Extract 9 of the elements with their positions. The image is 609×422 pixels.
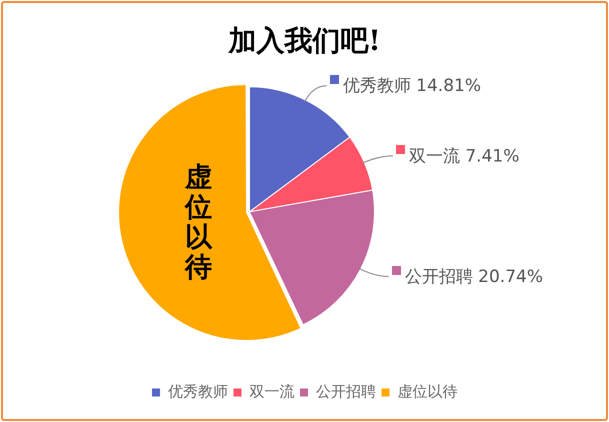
chart-title: 加入我们吧! <box>227 24 381 58</box>
category-label: 优秀教师 14.81% <box>342 76 481 96</box>
legend-label: 优秀教师 <box>168 382 228 400</box>
legend-label: 虚位以待 <box>398 382 458 400</box>
legend-label: 双一流 <box>250 382 294 400</box>
category-label: 公开招聘 20.74% <box>404 266 543 287</box>
category-label: 双一流 7.41% <box>408 146 520 166</box>
slice-label: 虚位以待 <box>183 162 214 284</box>
legend-label: 公开招聘 <box>316 382 376 400</box>
